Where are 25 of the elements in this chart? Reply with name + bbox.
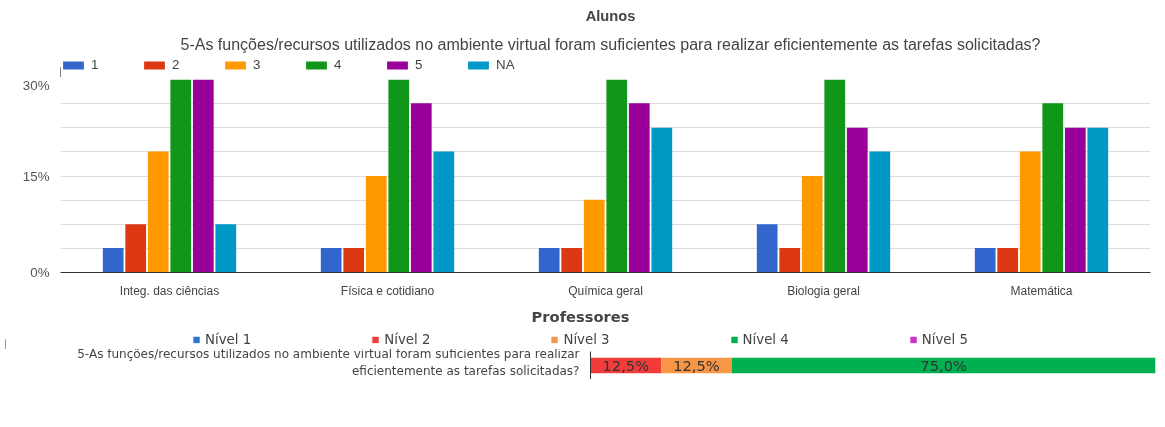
x-tick-label: Biologia geral xyxy=(787,283,860,298)
chart-subtitle: 5-As funções/recursos utilizados no ambiente virtual foram suficientes para realizar eficientemente as tarefas solicitadas? xyxy=(180,35,1041,53)
legend-label: 4 xyxy=(334,57,343,72)
x-tick-label: Química geral xyxy=(568,283,643,298)
legend-label: 5 xyxy=(415,57,424,72)
legend-label: 1 xyxy=(91,57,100,72)
data-label: 75,0% xyxy=(920,357,967,374)
chart-title: Professores xyxy=(531,307,630,325)
legend-label: 2 xyxy=(172,57,181,72)
x-tick-label: Física e cotidiano xyxy=(340,283,435,298)
y-tick-label: 15% xyxy=(22,168,50,184)
legend-label: NA xyxy=(496,57,516,72)
legend-label: Nível 1 xyxy=(205,331,252,347)
legend-label: Nível 5 xyxy=(921,331,968,347)
x-tick-label: Matemática xyxy=(1010,283,1073,298)
x-tick-label: Integ. das ciências xyxy=(119,283,220,298)
chart-title: Alunos xyxy=(585,7,636,24)
legend-label: Nível 3 xyxy=(563,331,610,347)
legend-label: Nível 4 xyxy=(742,331,789,347)
legend-label: 3 xyxy=(253,57,262,72)
data-label: 12,5% xyxy=(602,357,650,374)
data-label: 12,5% xyxy=(673,357,720,374)
y-tick-label: 0% xyxy=(30,265,50,280)
y-tick-label: 30% xyxy=(22,77,50,93)
legend-label: Nível 2 xyxy=(384,331,431,347)
